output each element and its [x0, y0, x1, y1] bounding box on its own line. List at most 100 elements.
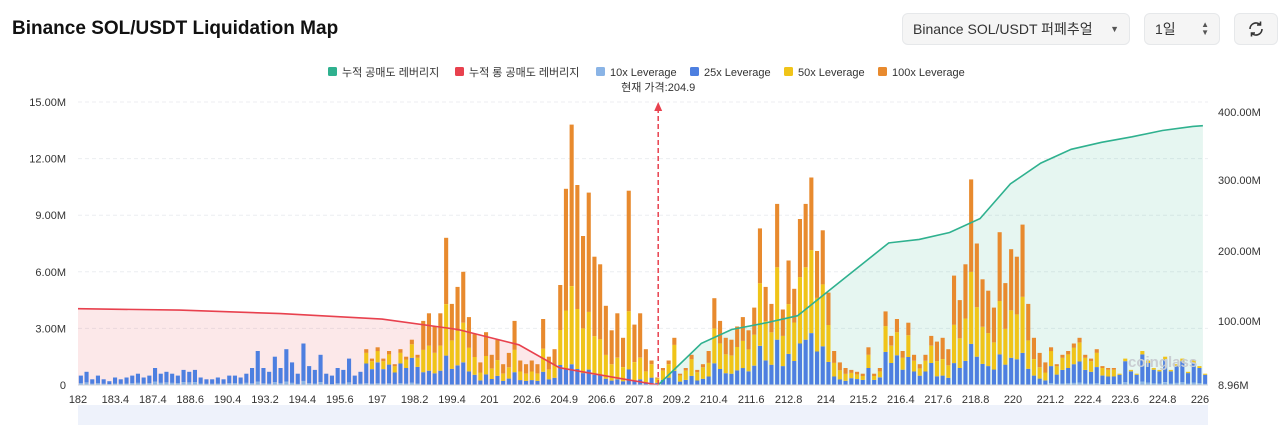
bar-segment-lev25 — [107, 381, 112, 385]
bar-segment-lev100 — [815, 251, 820, 298]
bar-segment-lev25 — [1049, 366, 1054, 384]
bar-segment-lev10 — [158, 382, 163, 385]
bar-segment-lev50 — [581, 328, 586, 374]
bar-segment-lev25 — [113, 377, 118, 384]
bar-segment-lev100 — [866, 347, 871, 355]
bar-segment-lev100 — [980, 279, 985, 327]
legend-swatch — [878, 67, 887, 76]
bar-segment-lev50 — [598, 339, 603, 376]
bar-segment-lev25 — [700, 378, 705, 385]
bar-segment-lev50 — [1168, 369, 1173, 372]
bar-segment-lev100 — [1020, 224, 1025, 297]
market-select[interactable]: Binance SOL/USDT 퍼페추얼 ▼ — [902, 13, 1130, 45]
bar-segment-lev10 — [318, 382, 323, 385]
bar-segment-lev100 — [735, 326, 740, 347]
bar-segment-lev50 — [1077, 342, 1082, 362]
x-tick-label: 201 — [480, 394, 498, 406]
bar-segment-lev100 — [752, 307, 757, 335]
y-left-tick-label: 6.00M — [35, 267, 66, 279]
bar-segment-lev50 — [974, 307, 979, 357]
bar-segment-lev10 — [1146, 382, 1151, 385]
bar-segment-lev25 — [227, 375, 232, 384]
refresh-button[interactable] — [1234, 13, 1278, 45]
bar-segment-lev100 — [952, 275, 957, 325]
bar-segment-lev10 — [130, 383, 135, 385]
bar-segment-lev25 — [444, 355, 449, 385]
bar-segment-lev25 — [261, 368, 266, 384]
bar-segment-lev100 — [1071, 343, 1076, 348]
bar-segment-lev25 — [820, 346, 825, 385]
bar-segment-lev25 — [489, 379, 494, 385]
bar-segment-lev25 — [575, 369, 580, 385]
bar-segment-lev50 — [957, 338, 962, 368]
bar-segment-lev25 — [1168, 371, 1173, 384]
y-right-tick-label: 100.00M — [1218, 316, 1261, 328]
bar-segment-lev10 — [1151, 383, 1156, 385]
bar-segment-lev50 — [912, 360, 917, 372]
bar-segment-lev25 — [757, 345, 762, 385]
y-right-tick-label: 200.00M — [1218, 246, 1261, 258]
bar-segment-lev25 — [563, 369, 568, 385]
bar-segment-lev100 — [803, 203, 808, 268]
bar-segment-lev25 — [1014, 359, 1019, 385]
bar-segment-lev100 — [449, 303, 454, 341]
bar-segment-lev100 — [678, 373, 683, 376]
bar-segment-lev100 — [546, 356, 551, 370]
bar-segment-lev100 — [1106, 368, 1111, 370]
bar-segment-lev25 — [1003, 364, 1008, 385]
bar-segment-lev50 — [1203, 373, 1208, 375]
bar-segment-lev25 — [649, 377, 654, 385]
bar-segment-lev25 — [329, 375, 334, 385]
bar-segment-lev100 — [912, 354, 917, 361]
bar-segment-lev25 — [187, 371, 192, 383]
bar-segment-lev50 — [1180, 358, 1185, 362]
bar-segment-lev25 — [90, 379, 95, 384]
bar-segment-lev10 — [347, 382, 352, 385]
bar-segment-lev100 — [746, 330, 751, 350]
bar-segment-lev10 — [1123, 382, 1128, 385]
bar-segment-lev25 — [826, 361, 831, 385]
legend-item: 100x Leverage — [878, 67, 965, 79]
bar-segment-lev50 — [803, 267, 808, 340]
bar-segment-lev25 — [746, 371, 751, 385]
bar-segment-lev25 — [603, 378, 608, 385]
x-tick-label: 216.4 — [887, 394, 915, 406]
bar-segment-lev50 — [432, 352, 437, 374]
y-right-tick-label: 8.96M — [1218, 380, 1249, 392]
bar-segment-lev50 — [1094, 352, 1099, 367]
bar-segment-lev25 — [769, 364, 774, 385]
bar-segment-lev25 — [1060, 369, 1065, 384]
bar-segment-lev25 — [855, 379, 860, 385]
bar-segment-lev50 — [398, 352, 403, 364]
bar-segment-lev100 — [632, 324, 637, 362]
bar-segment-lev25 — [432, 373, 437, 385]
bar-segment-lev10 — [409, 382, 414, 385]
bar-segment-lev25 — [175, 375, 180, 384]
bar-segment-lev100 — [997, 232, 1002, 301]
bar-segment-lev50 — [609, 364, 614, 381]
axes: 15.00M 12.00M 9.00M 6.00M 3.00M 0 400.00M 300.0… — [29, 97, 1261, 406]
bar-segment-lev25 — [615, 379, 620, 385]
bar-segment-lev100 — [1003, 283, 1008, 329]
bar-segment-lev100 — [638, 313, 643, 358]
bar-segment-lev50 — [615, 357, 620, 380]
x-tick-label: 211.6 — [738, 394, 765, 406]
period-select[interactable]: 1일 ▲ ▼ — [1144, 13, 1220, 45]
bar-segment-lev100 — [877, 368, 882, 372]
bar-segment-lev50 — [472, 357, 477, 375]
legend-swatch — [328, 67, 337, 76]
x-tick-label: 221.2 — [1037, 394, 1065, 406]
bar-segment-lev25 — [147, 375, 152, 384]
bar-segment-lev50 — [757, 283, 762, 346]
bar-segment-lev25 — [118, 379, 123, 384]
bar-segment-lev10 — [307, 383, 312, 385]
bar-segment-lev50 — [860, 375, 865, 380]
range-slider[interactable] — [78, 405, 1208, 425]
bar-segment-lev100 — [472, 334, 477, 357]
bar-segment-lev100 — [700, 364, 705, 368]
x-tick-label: 183.4 — [102, 394, 130, 406]
bar-segment-lev10 — [284, 381, 289, 385]
bar-segment-lev25 — [1191, 362, 1196, 383]
bar-segment-lev10 — [204, 383, 209, 385]
bar-segment-lev50 — [461, 322, 466, 363]
